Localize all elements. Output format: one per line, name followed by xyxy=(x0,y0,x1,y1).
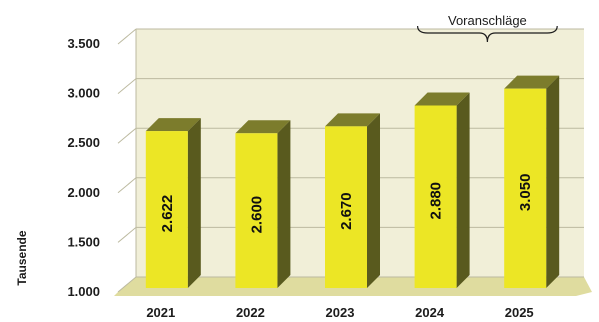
bar-value-label: 2.622 xyxy=(159,195,176,233)
bar-front xyxy=(145,131,188,288)
bar-value-label: 2.600 xyxy=(248,196,265,234)
x-tick-label: 2021 xyxy=(146,305,175,320)
y-tick-label: 1.500 xyxy=(67,234,100,249)
y-axis-ticks: 1.000 1.500 2.000 2.500 3.000 3.500 xyxy=(67,36,100,299)
annotation-brace xyxy=(417,25,558,43)
bar: 3.050 xyxy=(504,75,560,288)
bar-front xyxy=(325,126,367,288)
bar: 2.670 xyxy=(325,113,380,288)
bar-value-label: 2.880 xyxy=(428,182,445,220)
x-tick-label: 2024 xyxy=(415,305,445,320)
bar-side xyxy=(187,118,201,289)
bar-front xyxy=(235,133,278,288)
gridline-slant xyxy=(117,276,137,293)
bar-top xyxy=(504,75,560,89)
gridline-slant xyxy=(117,78,137,94)
x-axis-ticks: 2021 2022 2023 2024 2025 xyxy=(146,305,533,320)
bar-top xyxy=(325,113,380,127)
y-axis-label: Tausende xyxy=(15,230,29,285)
gridline-slant xyxy=(117,28,137,45)
y-tick-label: 3.000 xyxy=(67,86,100,101)
y-tick-label: 1.000 xyxy=(67,284,100,299)
bar-side xyxy=(456,92,470,288)
gridline-slant xyxy=(117,127,137,144)
bar-front xyxy=(414,105,457,288)
bars: 2.622 2.600 2.670 2.880 3.050 xyxy=(145,75,560,289)
x-tick-label: 2025 xyxy=(505,305,534,320)
y-tick-label: 2.500 xyxy=(67,135,100,150)
bar-side xyxy=(367,113,380,288)
bar-top xyxy=(145,118,201,132)
bar-side xyxy=(277,120,291,288)
y-tick-label: 3.500 xyxy=(67,36,100,51)
bar-top xyxy=(414,92,470,106)
gridline-slant xyxy=(117,227,137,243)
gridline-slant xyxy=(117,177,137,194)
bar-value-label: 2.670 xyxy=(338,192,355,230)
bar: 2.600 xyxy=(235,120,291,288)
x-tick-label: 2022 xyxy=(236,305,265,320)
annotation-label: Voranschläge xyxy=(448,13,527,28)
x-tick-label: 2023 xyxy=(326,305,355,320)
bar-top xyxy=(235,120,291,134)
bar-side xyxy=(546,75,560,288)
bar: 2.622 xyxy=(145,118,201,289)
bar: 2.880 xyxy=(414,92,470,288)
bar-front xyxy=(504,88,547,288)
bar-value-label: 3.050 xyxy=(517,174,534,212)
y-tick-label: 2.000 xyxy=(67,185,100,200)
